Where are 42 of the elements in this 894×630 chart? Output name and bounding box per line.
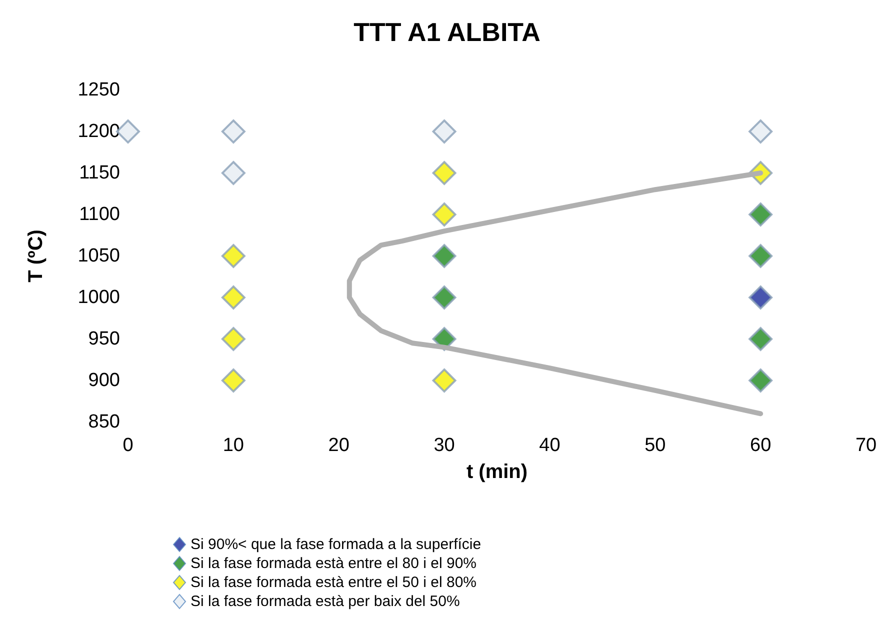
x-axis-title: t (min) — [466, 461, 528, 483]
x-tick-label: 30 — [434, 435, 455, 456]
point — [748, 244, 773, 268]
y-tick-label: 1250 — [78, 80, 120, 100]
x-tick-label: 0 — [122, 435, 134, 456]
point — [432, 244, 456, 268]
point — [748, 368, 773, 392]
point — [748, 286, 773, 310]
legend-label: Si 90%< que la fase formada a la superfície — [190, 536, 482, 553]
point — [748, 202, 773, 226]
legend-label: Si la fase formada està per baix del 50% — [190, 593, 460, 610]
point — [748, 327, 773, 351]
point — [432, 286, 456, 310]
point — [748, 120, 773, 144]
y-tick-label: 850 — [88, 412, 120, 432]
chart-title: TTT A1 ALBITA — [354, 17, 541, 47]
point — [432, 120, 456, 144]
point — [221, 327, 246, 351]
legend-label: Si la fase formada està entre el 50 i el 80% — [190, 574, 476, 591]
x-tick-label: 10 — [222, 435, 244, 456]
x-tick-label: 70 — [855, 435, 877, 456]
point — [432, 161, 456, 185]
x-tick-label: 40 — [539, 435, 560, 456]
point — [221, 244, 246, 268]
point — [221, 286, 246, 310]
y-tick-label: 950 — [88, 328, 120, 350]
y-tick-label: 1150 — [79, 162, 120, 184]
point — [221, 161, 246, 185]
point — [221, 120, 246, 144]
x-tick-label: 50 — [644, 435, 666, 456]
legend-label: Si la fase formada està entre el 80 i el 90% — [190, 555, 476, 572]
y-axis-title: T (ºC) — [25, 230, 47, 282]
x-tick-label: 20 — [328, 435, 350, 456]
y-tick-label: 1050 — [78, 246, 120, 266]
y-tick-label: 1000 — [78, 287, 120, 308]
x-tick-label: 60 — [750, 435, 772, 456]
y-tick-label: 1200 — [78, 121, 120, 142]
point — [432, 202, 456, 226]
point — [432, 368, 456, 392]
point — [221, 368, 246, 392]
y-tick-label: 1100 — [79, 204, 120, 225]
y-tick-label: 900 — [88, 370, 120, 391]
